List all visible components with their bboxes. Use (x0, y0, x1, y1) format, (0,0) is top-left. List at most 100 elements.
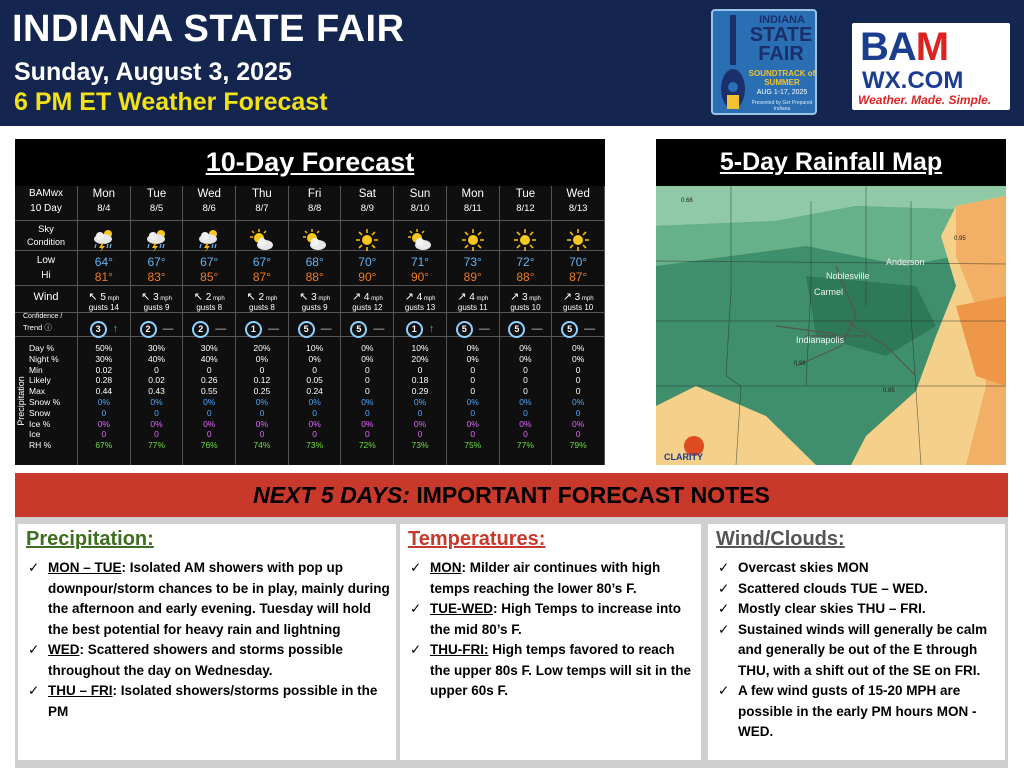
state-fair-logo: INDIANA STATE FAIR SOUNDTRACK of SUMMER … (711, 9, 817, 115)
corner-label: BAMwx (29, 188, 63, 199)
confidence-ring: 1 (405, 321, 423, 338)
precip-values: 0% 0% 0 0 0 0% 0 0% 0 77% (500, 343, 552, 451)
precip-value: 0% (97, 396, 110, 407)
precip-value: 0% (308, 396, 321, 407)
trend-icon: — (584, 323, 596, 335)
precip-value: 0 (154, 429, 159, 440)
confidence-ring: 5 (508, 321, 526, 338)
note-item: ✓ Sustained winds will generally be calm … (716, 620, 999, 682)
temperatures-list: ✓ MON: Milder air continues with high tem… (408, 558, 695, 702)
precip-value: 0 (575, 386, 581, 397)
note-item: ✓ Mostly clear skies THU – FRI. (716, 599, 999, 620)
precip-row-label: Night % (29, 353, 59, 364)
notes-banner: NEXT 5 DAYS: IMPORTANT FORECAST NOTES (15, 473, 1008, 517)
checkmark-icon: ✓ (410, 642, 422, 657)
note-key: THU – FRI (48, 683, 113, 698)
precip-value: 0% (571, 353, 585, 364)
wind-direction-icon: ↗ (404, 291, 414, 303)
precip-value: 0 (101, 407, 107, 418)
partly-sunny-icon (236, 228, 288, 252)
precip-row-label: Max (29, 386, 46, 397)
wind-direction-icon: ↗ (457, 291, 467, 303)
wind-clouds-list: ✓ Overcast skies MON ✓ Scattered clouds TUE… (716, 558, 999, 743)
storm-icon (131, 228, 183, 252)
precip-value: 0.18 (411, 375, 429, 386)
wind-cell: ↗ 4 mph gusts 13 (394, 290, 446, 312)
ten-day-forecast: 10-Day Forecast BAMwx 10 Day Sky Condition L… (15, 139, 605, 465)
wind-cell: ↗ 3 mph gusts 10 (500, 290, 552, 312)
svg-text:Indianapolis: Indianapolis (796, 335, 845, 345)
wind-unit: mph (211, 296, 225, 302)
high-temp: 90° (358, 270, 377, 284)
note-text: : High Temps to increase into the mid 80… (430, 601, 682, 637)
day-column: Wed 8/6 67° 85° ↖ 2 mph gusts 8 2—30% 40% 0 0.26 0… (183, 186, 237, 465)
precip-value: 0% (519, 418, 532, 429)
precip-value: 0% (519, 396, 532, 407)
checkmark-icon: ✓ (718, 560, 730, 575)
wind-gusts: gusts 12 (352, 303, 383, 312)
day-date: 8/9 (360, 203, 374, 214)
day-column: Tue 8/12 72° 88° ↗ 3 mph gusts 10 5—0% 0% 0 0 0 0% 0… (500, 186, 553, 465)
note-item: ✓ A few wind gusts of 15-20 MPH are possi… (716, 681, 999, 743)
precip-row-label: Snow (29, 407, 51, 418)
checkmark-icon: ✓ (28, 642, 40, 657)
svg-text:0.95: 0.95 (954, 236, 966, 242)
precip-row-label: Ice % (29, 418, 51, 429)
precip-value: 0% (203, 418, 216, 429)
temperatures-heading: Temperatures: (408, 528, 546, 550)
confidence-ring: 3 (89, 321, 107, 338)
confidence-ring: 5 (455, 321, 473, 338)
precip-value: 0% (519, 343, 532, 353)
storm-icon (78, 228, 130, 252)
svg-text:Anderson: Anderson (886, 257, 925, 267)
day-date: 8/13 (568, 203, 588, 214)
wind-speed: 4 (466, 292, 475, 303)
precip-value: 0 (154, 407, 159, 418)
precip-value: 0% (361, 418, 374, 429)
precip-value: 77% (148, 440, 166, 451)
precip-value: 50% (95, 343, 113, 353)
trend-icon: — (215, 323, 227, 335)
precip-row-label: Min (29, 364, 43, 375)
sunny-icon (500, 228, 552, 252)
precip-value: 0.02 (95, 364, 113, 375)
precip-value: 30% (200, 343, 218, 353)
note-text: : Milder air continues with high temps r… (430, 560, 661, 596)
precip-value: 0 (575, 429, 581, 440)
wind-speed: 5 (97, 292, 106, 303)
note-text: Mostly clear skies THU – FRI. (738, 601, 926, 616)
precip-row-label: Day % (29, 343, 55, 353)
wind-cell: ↗ 4 mph gusts 11 (447, 290, 499, 312)
high-temp: 90° (410, 270, 430, 284)
rainfall-map-image: Noblesville Anderson Carmel Indianapolis… (656, 186, 1006, 465)
precip-value: 0 (259, 429, 265, 440)
confidence-cell: 5— (289, 319, 341, 338)
precipitation-list: ✓ MON – TUE: Isolated AM showers with pop… (26, 558, 390, 722)
precip-value: 0.43 (148, 386, 165, 397)
sky-label: Condition (26, 237, 66, 247)
wind-gusts: gusts 14 (88, 303, 119, 312)
low-temp: 67° (252, 255, 272, 269)
precip-value: 0.05 (306, 375, 323, 386)
note-text: Overcast skies MON (738, 560, 869, 575)
precip-value: 0 (470, 429, 476, 440)
confidence-cell: 5— (500, 319, 552, 338)
checkmark-icon: ✓ (410, 601, 422, 616)
svg-text:Carmel: Carmel (814, 287, 843, 297)
low-temp: 67° (147, 255, 166, 269)
trend-icon: — (162, 323, 174, 335)
precip-value: 0 (417, 364, 423, 375)
note-item: ✓ Overcast skies MON (716, 558, 999, 579)
precip-value: 0% (361, 353, 374, 364)
low-temp: 70° (569, 255, 588, 269)
precip-value: 0.25 (253, 386, 271, 397)
forecast-grid: BAMwx 10 Day Sky Condition Low Hi Wind Confiden… (15, 186, 605, 465)
confidence-label: Trend ⓘ (23, 323, 52, 332)
precip-value: 0 (523, 429, 528, 440)
wind-gusts: gusts 13 (404, 303, 436, 312)
rainfall-map: 5-Day Rainfall Map Noblesville Ander (656, 139, 1006, 465)
precip-value: 10% (306, 343, 324, 353)
wind-gusts: gusts 10 (510, 303, 541, 312)
precip-value: 30% (95, 353, 113, 364)
confidence-ring: 5 (297, 321, 315, 338)
